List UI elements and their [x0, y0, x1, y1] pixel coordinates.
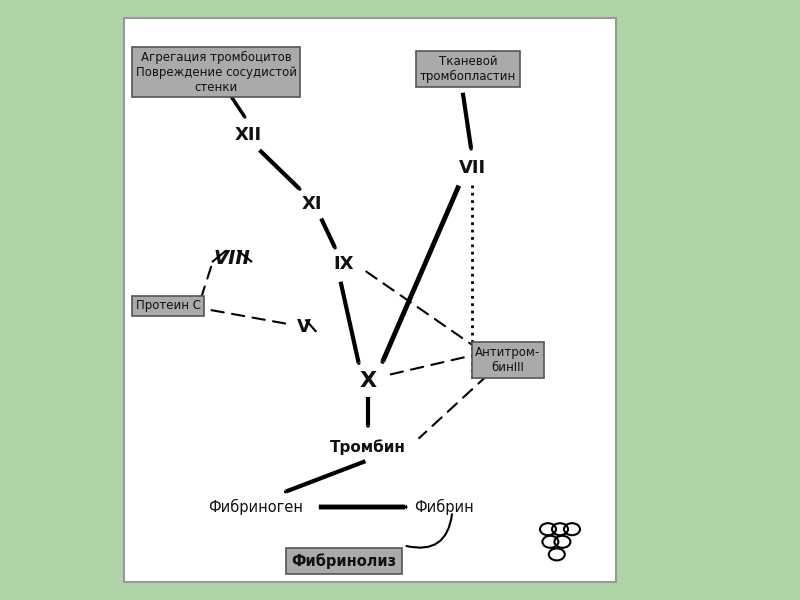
Text: Фибриноген: Фибриноген: [209, 499, 303, 515]
Text: Антитром-
бинIII: Антитром- бинIII: [475, 346, 541, 374]
Text: Тромбин: Тромбин: [330, 439, 406, 455]
Text: X: X: [359, 371, 377, 391]
Text: VIII: VIII: [214, 248, 250, 268]
Text: XI: XI: [302, 195, 322, 213]
Text: Тканевой
тромбопластин: Тканевой тромбопластин: [420, 55, 516, 83]
Text: Протеин С: Протеин С: [135, 299, 201, 313]
Text: IX: IX: [334, 255, 354, 273]
Text: VII: VII: [458, 159, 486, 177]
Text: XII: XII: [234, 126, 262, 144]
Text: Фибрин: Фибрин: [414, 499, 474, 515]
FancyBboxPatch shape: [124, 18, 616, 582]
Text: Агрегация тромбоцитов
Повреждение сосудистой
стенки: Агрегация тромбоцитов Повреждение сосуди…: [135, 50, 297, 94]
Text: V: V: [297, 318, 311, 336]
Text: Фибринолиз: Фибринолиз: [291, 553, 397, 569]
